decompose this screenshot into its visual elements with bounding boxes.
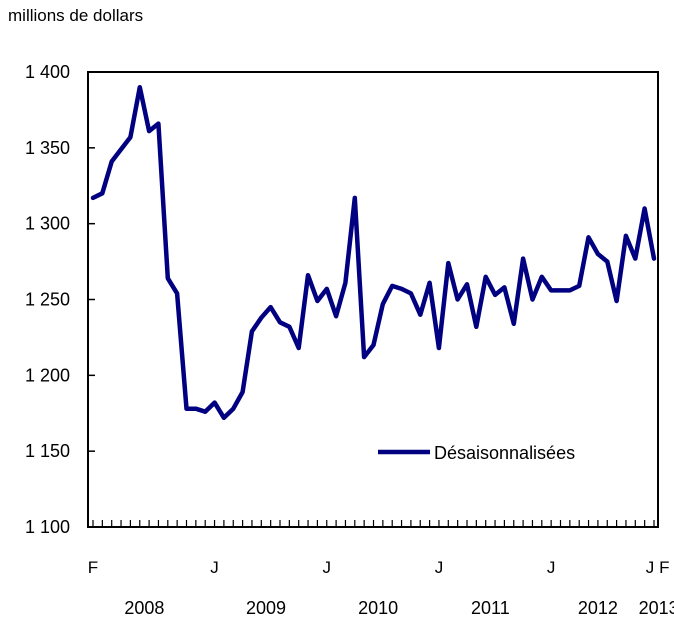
x-month-label: F [88, 558, 98, 577]
x-month-label: J [210, 558, 219, 577]
x-month-label: J [435, 558, 444, 577]
y-tick-label: 1 100 [25, 517, 70, 537]
x-year-label: 2012 [578, 598, 618, 618]
y-tick-label: 1 150 [25, 441, 70, 461]
series-line [90, 84, 657, 421]
y-tick-label: 1 400 [25, 62, 70, 82]
y-tick-label: 1 350 [25, 138, 70, 158]
x-year-label: 2008 [124, 598, 164, 618]
x-month-label: J [646, 558, 655, 577]
legend-label: Désaisonnalisées [434, 443, 575, 463]
y-tick-label: 1 200 [25, 365, 70, 385]
x-year-label: 2013 [639, 598, 674, 618]
x-month-label: J [323, 558, 332, 577]
y-tick-label: 1 250 [25, 290, 70, 310]
y-axis-unit-label: millions de dollars [8, 6, 144, 25]
x-month-label: J [547, 558, 556, 577]
y-tick-label: 1 300 [25, 214, 70, 234]
x-year-label: 2011 [471, 598, 510, 618]
x-month-label: F [659, 558, 669, 577]
x-year-label: 2009 [246, 598, 286, 618]
x-year-label: 2010 [358, 598, 398, 618]
